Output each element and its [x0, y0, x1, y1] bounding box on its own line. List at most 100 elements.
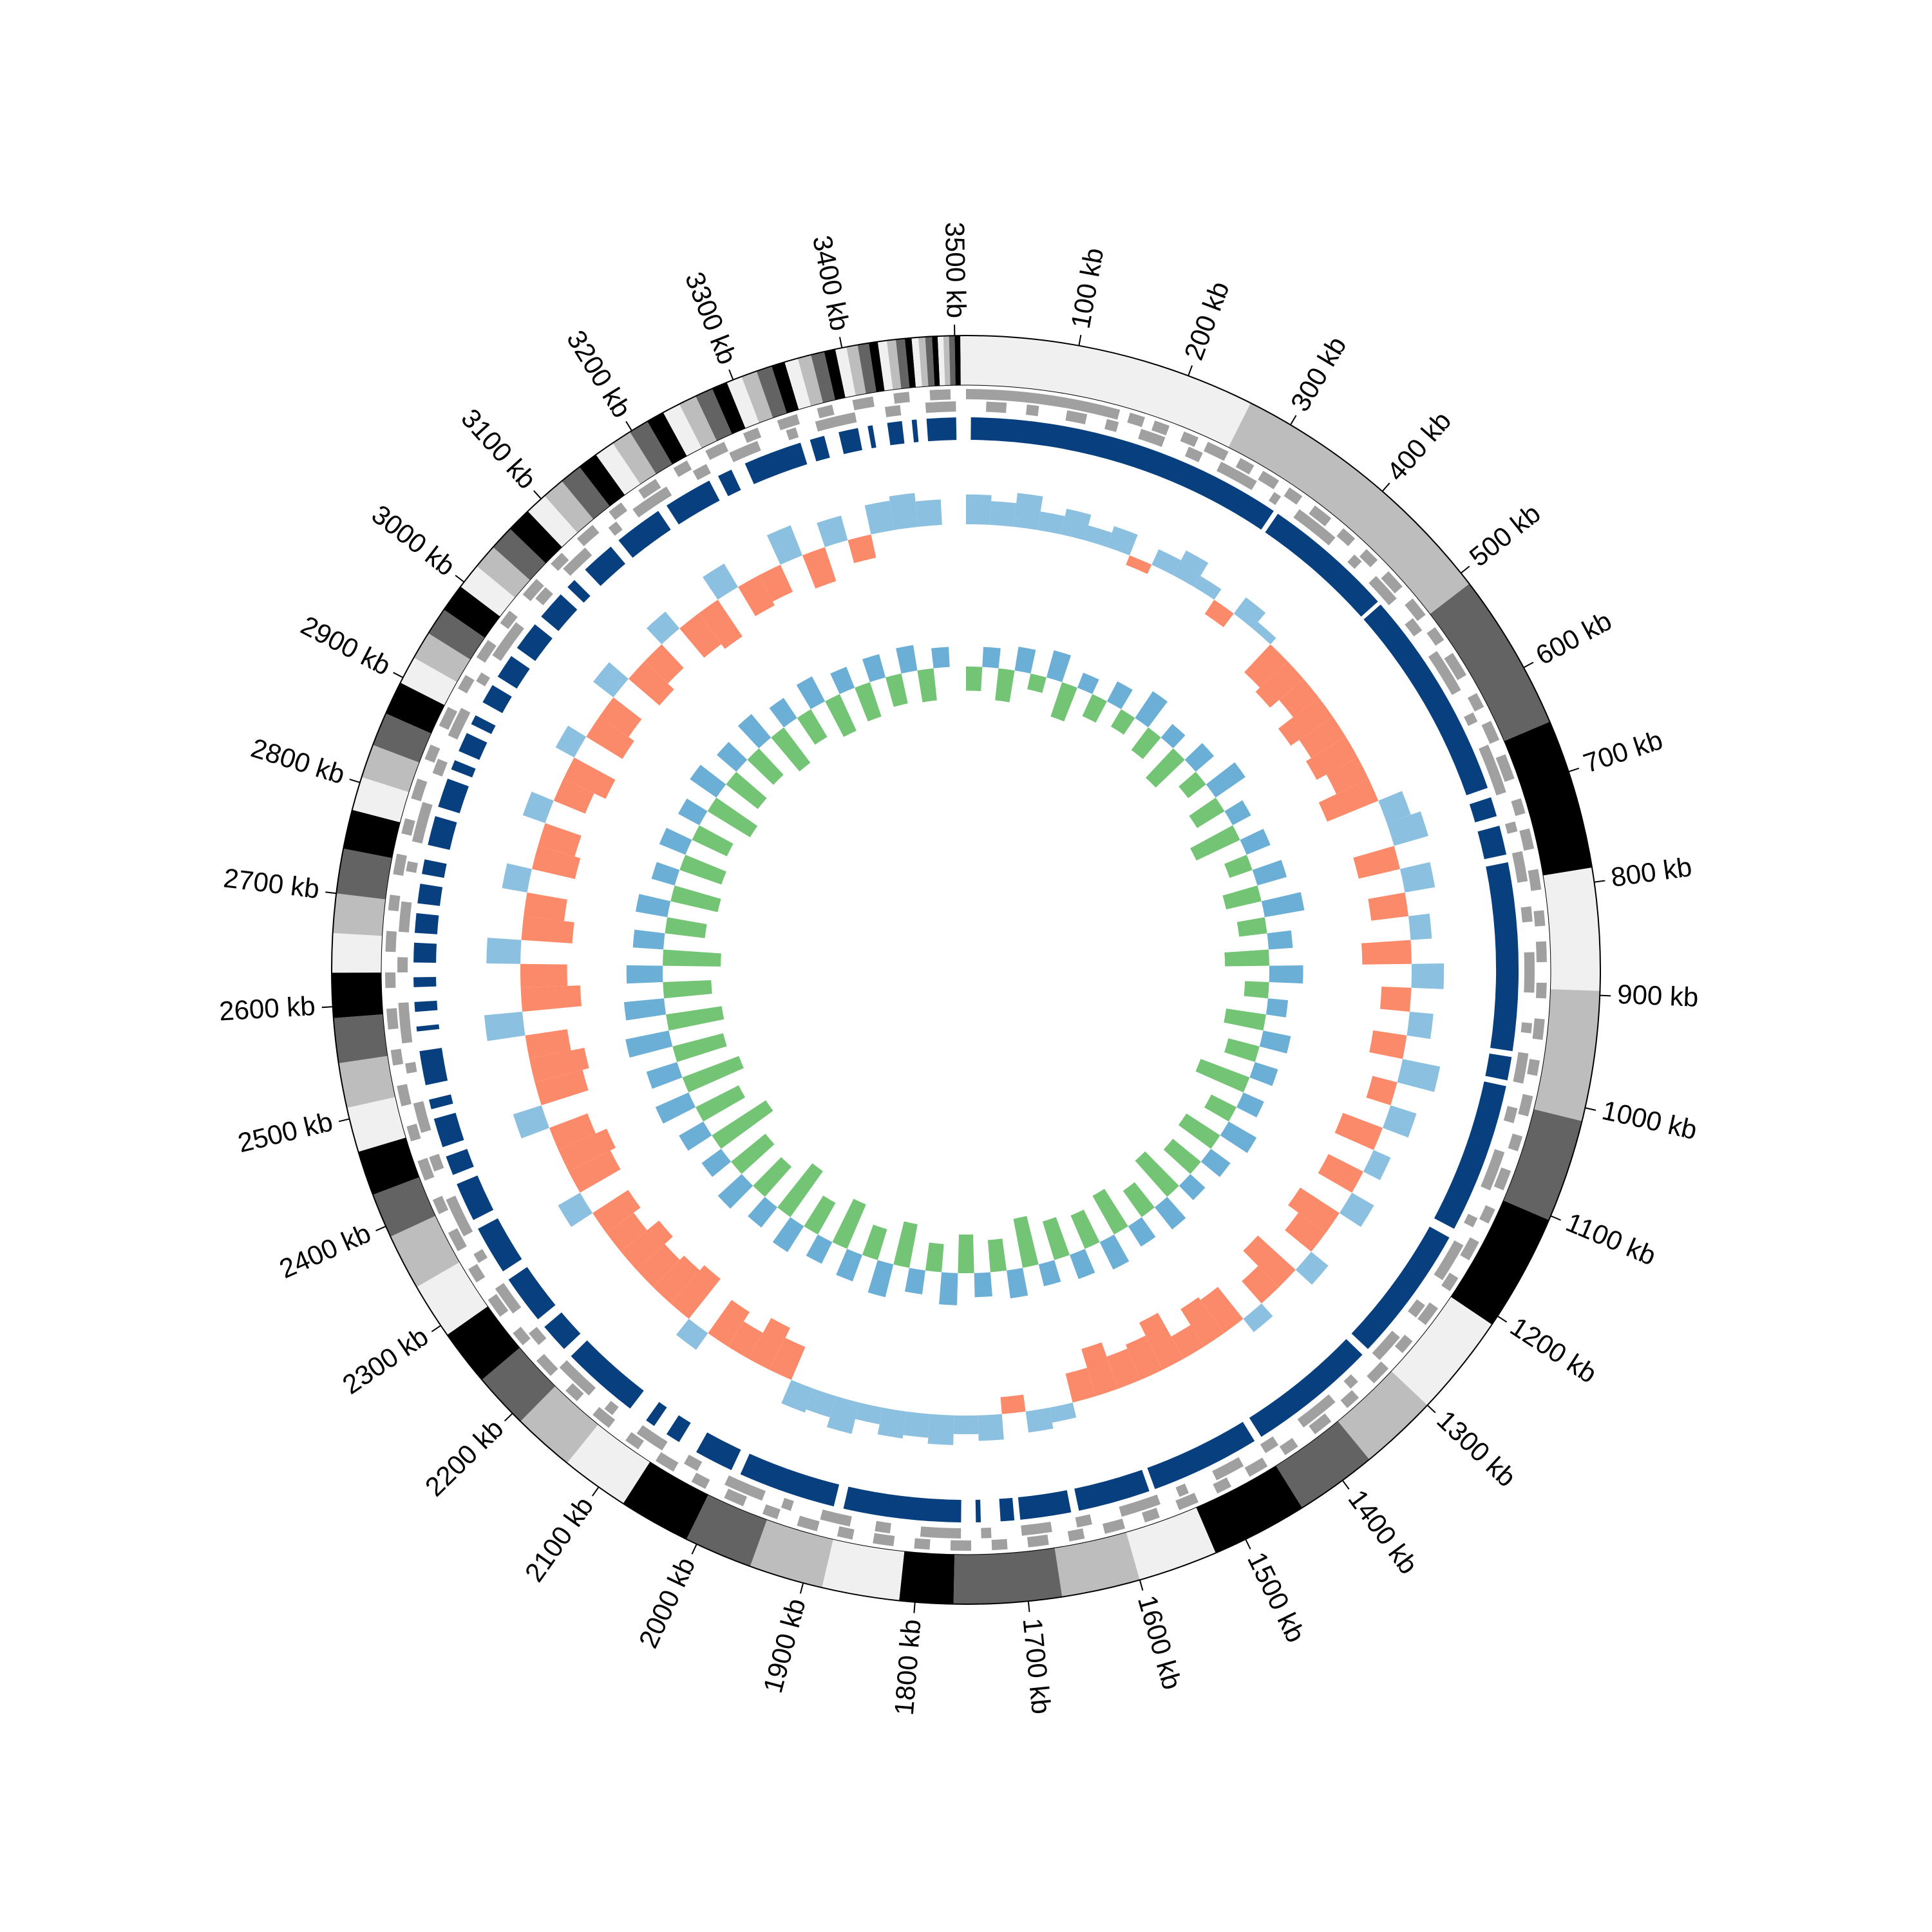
signal-bar: [586, 716, 634, 759]
tick-mark: [1585, 1107, 1596, 1111]
tick-label: 3200 kb: [561, 325, 638, 423]
tick-mark: [1460, 565, 1470, 574]
signal-bar: [1411, 963, 1444, 989]
feature: [1074, 1470, 1150, 1511]
tick-label: 1700 kb: [1017, 1616, 1056, 1715]
gene: [448, 708, 471, 740]
feature: [446, 1149, 474, 1175]
signal-bar: [628, 661, 674, 706]
signal-bar: [679, 855, 726, 885]
signal-bar: [1200, 1148, 1231, 1177]
gene: [743, 428, 762, 443]
gene: [875, 1520, 891, 1534]
gene: [1503, 1106, 1518, 1124]
signal-bar: [825, 694, 857, 737]
signal-bar: [1236, 1092, 1264, 1118]
band: [510, 511, 562, 564]
gene: [592, 1406, 616, 1428]
feature: [1351, 1226, 1450, 1349]
feature: [416, 1024, 440, 1032]
gene: [429, 1153, 444, 1172]
signal-bar: [682, 1056, 744, 1093]
signal-bar: [836, 1249, 862, 1282]
signal-bar: [620, 1220, 673, 1270]
signal-bar: [646, 1062, 683, 1089]
signal-bar: [1160, 724, 1186, 748]
signal-bar: [716, 742, 748, 772]
tick-label: 600 kb: [1531, 605, 1616, 670]
signal-bar: [1084, 525, 1112, 547]
feature: [516, 624, 553, 661]
gene: [1260, 1436, 1279, 1454]
tick-mark: [1426, 1405, 1436, 1414]
band: [877, 340, 893, 391]
signal-bar: [522, 791, 554, 824]
gene: [432, 1195, 449, 1215]
signal-bar: [931, 647, 950, 668]
gene: [1347, 554, 1362, 569]
gene: [1067, 1528, 1085, 1542]
gene: [1268, 491, 1282, 506]
band: [361, 744, 420, 793]
tick-mark: [431, 1325, 441, 1332]
gene: [446, 1195, 473, 1236]
gene: [1258, 470, 1280, 489]
signal-bar: [753, 1157, 792, 1197]
feature: [618, 511, 671, 558]
tick-mark: [1550, 1215, 1561, 1221]
signal-bar: [1339, 1193, 1374, 1227]
signal-bar: [987, 1238, 1007, 1273]
band: [949, 336, 956, 386]
gene: [1244, 1457, 1268, 1477]
feature: [571, 1340, 644, 1409]
gene: [950, 1540, 972, 1551]
signal-bar: [502, 863, 532, 893]
signal-bar: [538, 823, 582, 857]
signal-bar: [817, 515, 848, 547]
signal-bar: [1135, 691, 1168, 728]
gene: [817, 404, 835, 419]
ring-border: [331, 335, 1601, 1605]
feature: [414, 1000, 438, 1012]
signal-bar: [889, 493, 918, 530]
signal-bar: [670, 1265, 721, 1319]
signal-bar: [748, 1197, 778, 1228]
ring-border: [381, 384, 1551, 1555]
signal-bar: [679, 613, 721, 658]
band: [726, 376, 759, 429]
signal-bar: [966, 494, 992, 525]
gene: [1368, 576, 1397, 605]
gene: [457, 675, 475, 694]
gene: [1127, 412, 1145, 428]
signal-bar: [958, 1234, 974, 1273]
gene: [1075, 1514, 1092, 1528]
gene: [476, 639, 497, 663]
gene: [398, 1002, 413, 1044]
signal-bar: [670, 885, 721, 913]
signal-bar: [1361, 940, 1412, 965]
gene: [1519, 828, 1535, 851]
tick-mark: [591, 1486, 600, 1497]
signal-bar: [659, 828, 692, 855]
signal-bar: [696, 1085, 746, 1122]
gene: [417, 1157, 435, 1181]
band: [444, 586, 500, 638]
signal-bar: [1224, 800, 1251, 826]
tick-label: 2800 kb: [247, 732, 348, 790]
gene: [625, 1432, 644, 1450]
signal-bar: [927, 1414, 954, 1445]
feature: [999, 1497, 1015, 1522]
feature: [457, 1175, 494, 1220]
signal-bar: [531, 846, 581, 879]
signal-bar: [644, 644, 684, 684]
gene: [1372, 1331, 1400, 1360]
signal-bar: [665, 917, 707, 938]
feature: [926, 417, 957, 442]
gene: [781, 1497, 794, 1511]
gene: [535, 587, 553, 605]
signal-bar: [663, 949, 721, 967]
signal-bar: [513, 1105, 549, 1139]
tick-mark: [625, 421, 632, 431]
gene: [1027, 1534, 1049, 1548]
gene: [636, 1425, 668, 1451]
